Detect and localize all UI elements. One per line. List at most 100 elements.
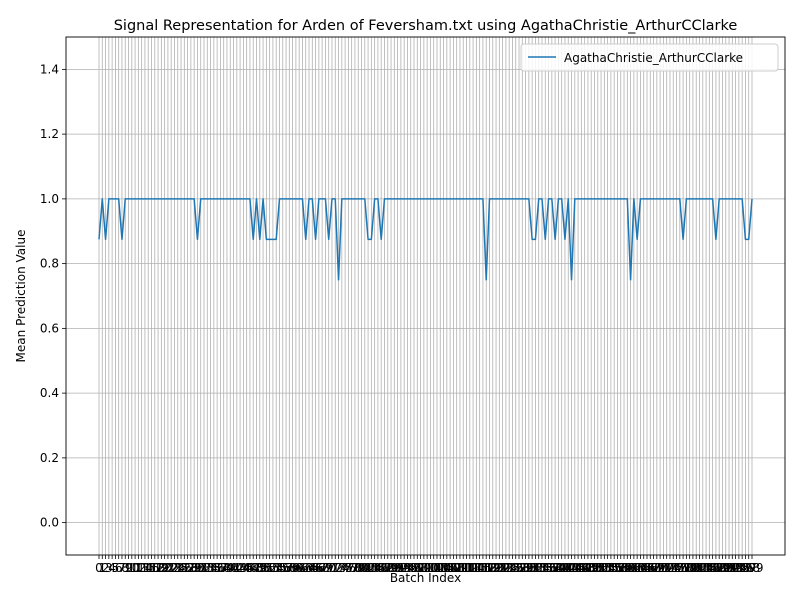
x-tick-label: 117 [471, 561, 494, 575]
x-tick-label: 44 [236, 561, 251, 575]
x-tick-label: 178 [672, 561, 695, 575]
x-tick-label: 83 [364, 561, 379, 575]
x-tick-label: 93 [397, 561, 412, 575]
x-tick-label: 57 [278, 561, 293, 575]
x-tick-label: 21 [160, 561, 175, 575]
y-axis-label: Mean Prediction Value [14, 230, 28, 363]
x-tick-label: 172 [652, 561, 675, 575]
x-tick-label: 10 [124, 561, 139, 575]
x-tick-label: 27 [180, 561, 195, 575]
x-tick-label: 34 [203, 561, 218, 575]
x-tick-label: 13 [134, 561, 149, 575]
x-tick-label: 194 [724, 561, 747, 575]
x-tick-label: 89 [383, 561, 398, 575]
x-tick-label: 75 [337, 561, 352, 575]
x-tick-label: 98 [413, 561, 428, 575]
x-tick-label: 74 [334, 561, 349, 575]
x-tick-label: 81 [357, 561, 372, 575]
x-tick-label: 140 [547, 561, 570, 575]
x-tick-label: 39 [219, 561, 234, 575]
x-tick-label: 152 [586, 561, 609, 575]
x-tick-label: 118 [475, 561, 498, 575]
x-tick-label: 76 [341, 561, 356, 575]
x-tick-label: 29 [187, 561, 202, 575]
x-tick-label: 112 [455, 561, 478, 575]
x-tick-label: 137 [537, 561, 560, 575]
x-tick-label: 104 [429, 561, 452, 575]
x-tick-label: 131 [517, 561, 540, 575]
x-tick-label: 91 [390, 561, 405, 575]
x-tick-label: 3 [105, 561, 113, 575]
x-tick-label: 136 [534, 561, 557, 575]
x-tick-label: 72 [328, 561, 343, 575]
x-tick-label: 95 [403, 561, 418, 575]
x-tick-label: 18 [150, 561, 165, 575]
x-tick-label: 1 [98, 561, 106, 575]
x-tick-label: 181 [681, 561, 704, 575]
x-tick-label: 90 [387, 561, 402, 575]
x-tick-label: 37 [213, 561, 228, 575]
x-tick-label: 85 [370, 561, 385, 575]
x-tick-label: 149 [576, 561, 599, 575]
x-tick-label: 127 [504, 561, 527, 575]
x-tick-label: 68 [314, 561, 329, 575]
x-tick-label: 43 [232, 561, 247, 575]
x-tick-label: 110 [449, 561, 472, 575]
x-tick-label: 62 [295, 561, 310, 575]
x-tick-label: 59 [285, 561, 300, 575]
x-tick-label: 17 [147, 561, 162, 575]
series-line [98, 198, 753, 281]
x-tick-label: 160 [613, 561, 636, 575]
x-tick-label: 106 [435, 561, 458, 575]
x-tick-label: 61 [292, 561, 307, 575]
x-tick-label: 129 [511, 561, 534, 575]
x-tick-label: 193 [721, 561, 744, 575]
x-grid [98, 37, 753, 555]
x-tick-label: 67 [311, 561, 326, 575]
x-tick-label: 8 [121, 561, 129, 575]
x-tick-label: 190 [711, 561, 734, 575]
x-tick-label: 92 [393, 561, 408, 575]
y-axis-ticks: 0.0 0.2 0.4 0.6 0.8 1.0 1.2 1.4 [40, 62, 66, 530]
x-tick-label: 65 [305, 561, 320, 575]
x-tick-label: 48 [249, 561, 264, 575]
x-tick-label: 9 [125, 561, 133, 575]
x-tick-label: 11 [127, 561, 142, 575]
x-tick-label: 171 [649, 561, 672, 575]
x-tick-label: 5 [112, 561, 120, 575]
x-tick-label: 154 [593, 561, 616, 575]
x-tick-label: 54 [269, 561, 284, 575]
x-tick-label: 168 [639, 561, 662, 575]
x-tick-label: 115 [465, 561, 488, 575]
x-tick-label: 46 [242, 561, 257, 575]
x-tick-label: 88 [380, 561, 395, 575]
x-tick-label: 122 [488, 561, 511, 575]
x-tick-label: 195 [727, 561, 750, 575]
x-tick-label: 175 [662, 561, 685, 575]
x-axis-ticks: 0123456789101112131415161718192021222324… [95, 555, 763, 575]
x-tick-label: 105 [432, 561, 455, 575]
x-tick-label: 133 [524, 561, 547, 575]
x-tick-label: 2 [102, 561, 110, 575]
x-tick-label: 159 [609, 561, 632, 575]
x-tick-label: 141 [550, 561, 573, 575]
x-tick-label: 87 [377, 561, 392, 575]
x-tick-label: 123 [491, 561, 514, 575]
x-tick-label: 145 [563, 561, 586, 575]
x-tick-label: 179 [675, 561, 698, 575]
x-tick-label: 33 [200, 561, 215, 575]
x-tick-label: 7 [118, 561, 126, 575]
x-tick-label: 94 [400, 561, 415, 575]
x-tick-label: 66 [308, 561, 323, 575]
x-tick-label: 49 [252, 561, 267, 575]
y-tick-label: 0.6 [40, 321, 59, 335]
x-tick-label: 173 [655, 561, 678, 575]
x-tick-label: 198 [737, 561, 760, 575]
x-tick-label: 79 [351, 561, 366, 575]
x-tick-label: 96 [406, 561, 421, 575]
legend: AgathaChristie_ArthurCClarke [520, 43, 779, 72]
x-tick-label: 40 [223, 561, 238, 575]
x-tick-label: 99 [416, 561, 431, 575]
x-tick-label: 4 [108, 561, 116, 575]
